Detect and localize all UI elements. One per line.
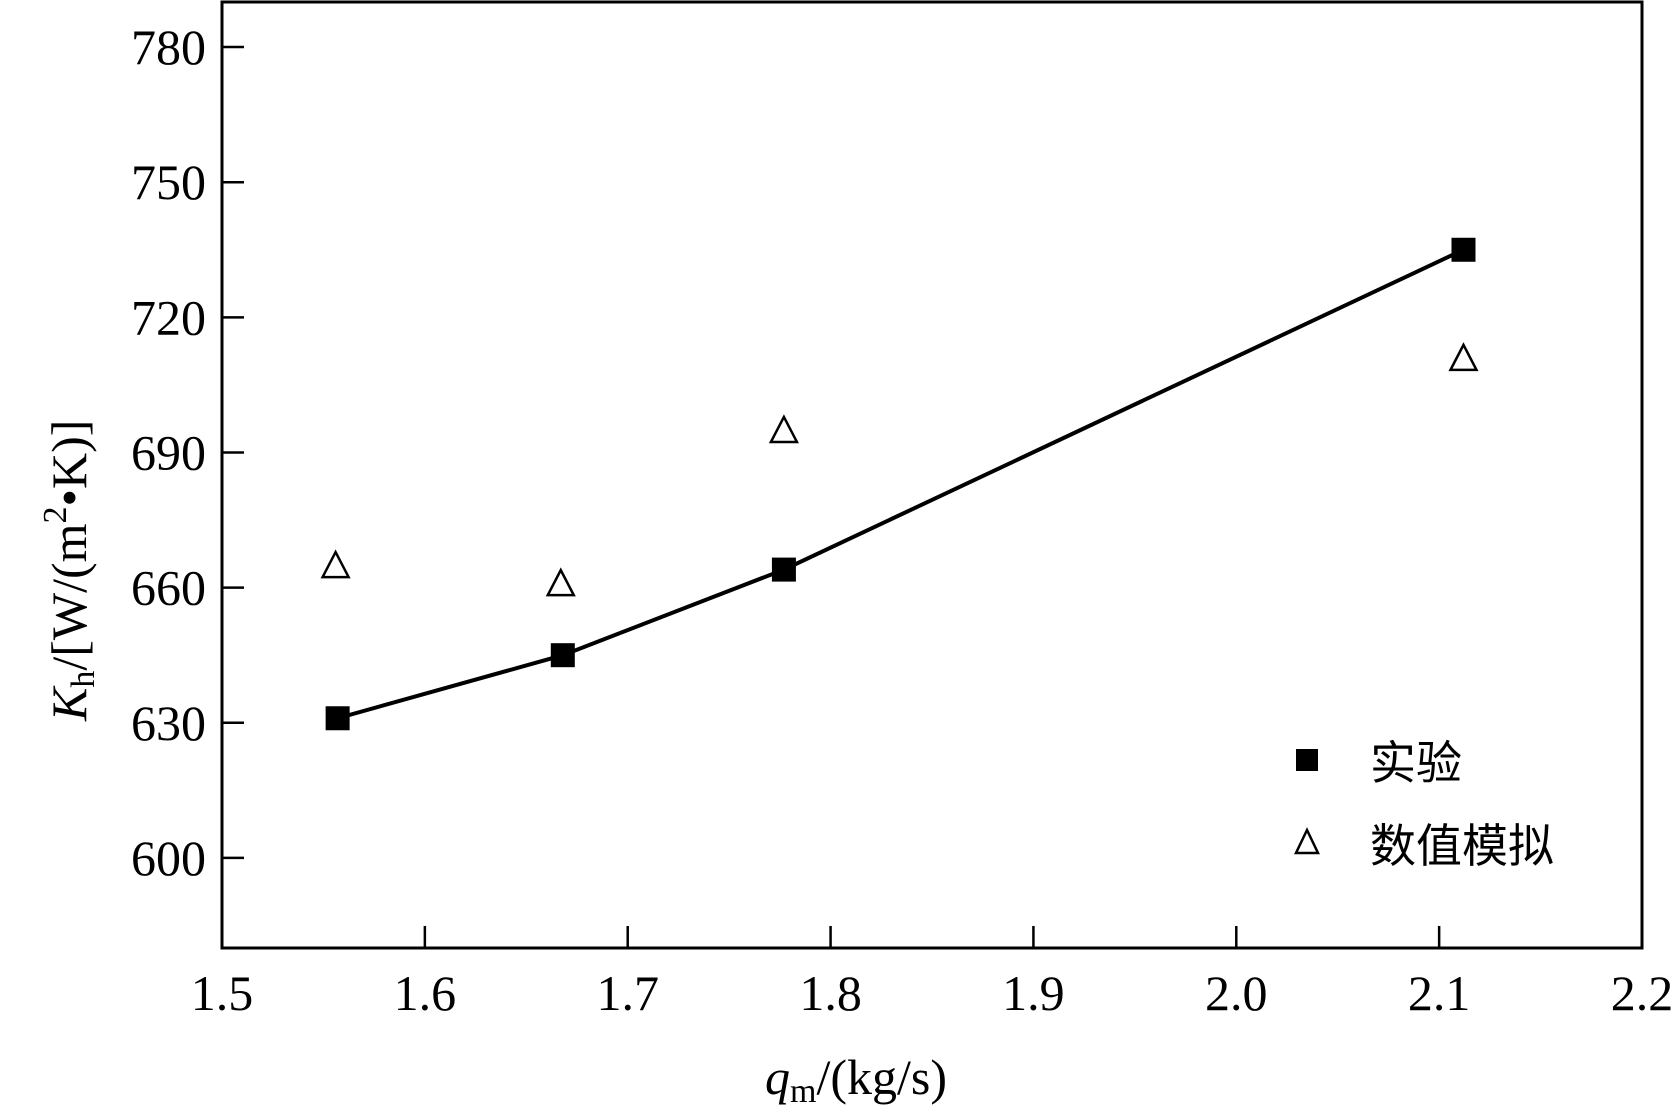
x-axis-label-unit: /(kg/s) (816, 1049, 947, 1105)
y-axis-label: Kh/[W/(m2•K)] (37, 420, 102, 722)
y-tick-label: 750 (131, 154, 206, 210)
experiment-point (325, 706, 350, 731)
series-layer (320, 237, 1479, 731)
y-tick-label: 720 (131, 289, 206, 345)
legend-label-simulation: 数值模拟 (1370, 819, 1554, 873)
y-tick-label: 660 (131, 560, 206, 616)
plot-frame (220, 0, 1644, 950)
y-tick-label: 600 (131, 830, 206, 886)
x-tick-label: 1.6 (394, 965, 457, 1021)
x-axis-label-var: q (765, 1049, 790, 1105)
series-line-0 (337, 247, 1465, 721)
y-tick-label: 630 (131, 695, 206, 751)
x-axis-ticks: 1.5 1.6 1.7 1.8 1.9 2.0 2.1 2.2 (191, 926, 1674, 1021)
x-tick-label: 2.0 (1205, 965, 1268, 1021)
x-tick-label: 1.7 (596, 965, 659, 1021)
y-axis-label-unit-post: •K)] (41, 420, 97, 507)
y-axis-label-sub: h (65, 671, 102, 688)
simulation-point (545, 567, 576, 597)
legend: 实验 数值模拟 (1294, 736, 1554, 873)
simulation-point (768, 414, 799, 444)
y-axis-label-unit-pre: /[W/(m (41, 523, 97, 670)
experiment-point (771, 557, 796, 582)
y-tick-label: 780 (131, 19, 206, 75)
x-tick-label: 2.1 (1408, 965, 1471, 1021)
legend-marker-simulation (1294, 827, 1320, 855)
y-axis-label-sup: 2 (37, 506, 74, 523)
x-tick-label: 1.9 (1002, 965, 1065, 1021)
x-axis-label: qm/(kg/s) (765, 1049, 947, 1110)
y-tick-label: 690 (131, 424, 206, 480)
simulation-point (320, 549, 351, 579)
x-axis-label-sub: m (790, 1073, 816, 1110)
x-tick-label: 1.8 (799, 965, 862, 1021)
experiment-point (1451, 237, 1476, 262)
x-tick-label: 2.2 (1611, 965, 1674, 1021)
y-axis-ticks: 600 630 660 690 720 750 780 (131, 19, 244, 886)
y-axis-label-var: K (41, 685, 97, 722)
legend-label-experiment: 实验 (1370, 736, 1462, 790)
experiment-point (550, 643, 575, 668)
x-tick-label: 1.5 (191, 965, 254, 1021)
simulation-point (1448, 342, 1479, 372)
legend-marker-experiment (1296, 749, 1318, 771)
